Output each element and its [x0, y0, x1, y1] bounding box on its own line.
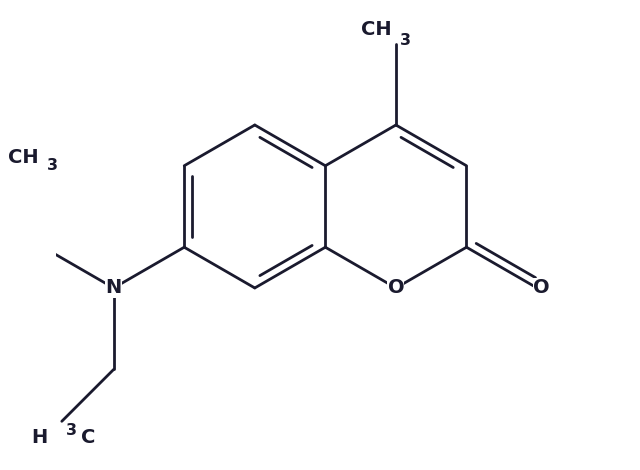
Text: CH: CH: [8, 149, 39, 167]
Text: O: O: [388, 278, 404, 298]
Text: 3: 3: [399, 32, 411, 47]
Text: 3: 3: [66, 423, 77, 438]
Text: CH: CH: [361, 20, 392, 39]
Text: N: N: [106, 278, 122, 298]
Text: H: H: [31, 428, 47, 447]
Text: 3: 3: [47, 158, 58, 173]
Text: O: O: [533, 278, 549, 298]
Text: C: C: [81, 428, 96, 447]
